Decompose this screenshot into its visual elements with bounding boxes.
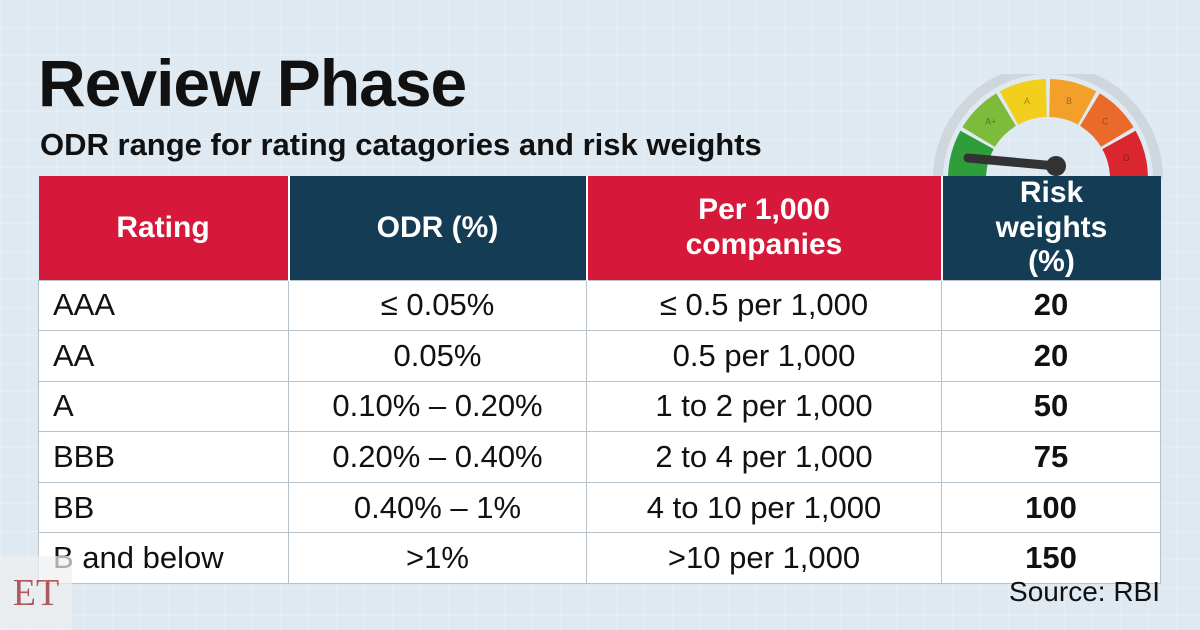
- gauge-segment-label: A: [1024, 96, 1030, 106]
- cell-risk-weight: 75: [941, 431, 1161, 483]
- cell-rating: AA: [38, 330, 289, 382]
- header-odr: ODR (%): [288, 176, 588, 280]
- gauge-segment: [962, 93, 1016, 147]
- gauge-segment: [1080, 93, 1134, 147]
- gauge-segment-label: B: [1066, 96, 1072, 106]
- et-logo-text: ET: [12, 572, 60, 614]
- cell-rating: BB: [38, 481, 289, 534]
- gauge-segment-label: D: [1123, 153, 1130, 163]
- gauge-segment: [999, 79, 1047, 125]
- page-title: Review Phase: [38, 46, 467, 120]
- page-subtitle: ODR range for rating catagories and risk…: [40, 127, 762, 162]
- table-row: B and below >1% >10 per 1,000 150: [38, 532, 1161, 585]
- cell-per-1000: 2 to 4 per 1,000: [586, 431, 942, 483]
- source-note: Source: RBI: [1009, 576, 1160, 607]
- cell-rating: AAA: [38, 279, 289, 332]
- cell-per-1000: 4 to 10 per 1,000: [586, 481, 942, 534]
- cell-risk-weight: 20: [941, 330, 1161, 382]
- cell-rating: BBB: [38, 431, 289, 483]
- cell-rating: A: [38, 380, 289, 433]
- gauge-segment-label: C: [1102, 117, 1109, 127]
- table-row: BBB 0.20% – 0.40% 2 to 4 per 1,000 75: [38, 431, 1161, 483]
- cell-risk-weight: 50: [941, 380, 1161, 433]
- cell-per-1000: ≤ 0.5 per 1,000: [586, 279, 942, 332]
- gauge-needle: [963, 153, 1061, 171]
- cell-odr: 0.10% – 0.20%: [288, 380, 587, 433]
- cell-per-1000: 0.5 per 1,000: [586, 330, 942, 382]
- et-logo: ET: [0, 556, 72, 630]
- cell-risk-weight: 150: [941, 532, 1161, 585]
- gauge-rim: [933, 74, 1163, 180]
- cell-per-1000: 1 to 2 per 1,000: [586, 380, 942, 433]
- table-row: AA 0.05% 0.5 per 1,000 20: [38, 330, 1161, 382]
- gauge-segment: [1102, 130, 1148, 178]
- header-per-1000: Per 1,000 companies: [586, 176, 943, 280]
- cell-odr: >1%: [288, 532, 587, 585]
- table-row: A 0.10% – 0.20% 1 to 2 per 1,000 50: [38, 380, 1161, 433]
- cell-odr: 0.20% – 0.40%: [288, 431, 587, 483]
- cell-risk-weight: 100: [941, 481, 1161, 534]
- cell-odr: 0.40% – 1%: [288, 481, 587, 534]
- header-risk-weights: Risk weights (%): [941, 176, 1161, 280]
- table-header-row: Rating ODR (%) Per 1,000 companies Risk …: [38, 176, 1161, 280]
- gauge-hub: [1046, 156, 1066, 176]
- cell-risk-weight: 20: [941, 279, 1161, 332]
- table-row: AAA ≤ 0.05% ≤ 0.5 per 1,000 20: [38, 279, 1161, 332]
- header-rating: Rating: [38, 176, 290, 280]
- cell-odr: 0.05%: [288, 330, 587, 382]
- gauge-segment: [1049, 79, 1097, 125]
- cell-per-1000: >10 per 1,000: [586, 532, 942, 585]
- rating-table: Rating ODR (%) Per 1,000 companies Risk …: [38, 176, 1161, 585]
- table-row: BB 0.40% – 1% 4 to 10 per 1,000 100: [38, 481, 1161, 534]
- gauge-segment-label: A+: [985, 117, 996, 127]
- cell-odr: ≤ 0.05%: [288, 279, 587, 332]
- cell-rating: B and below: [38, 532, 289, 585]
